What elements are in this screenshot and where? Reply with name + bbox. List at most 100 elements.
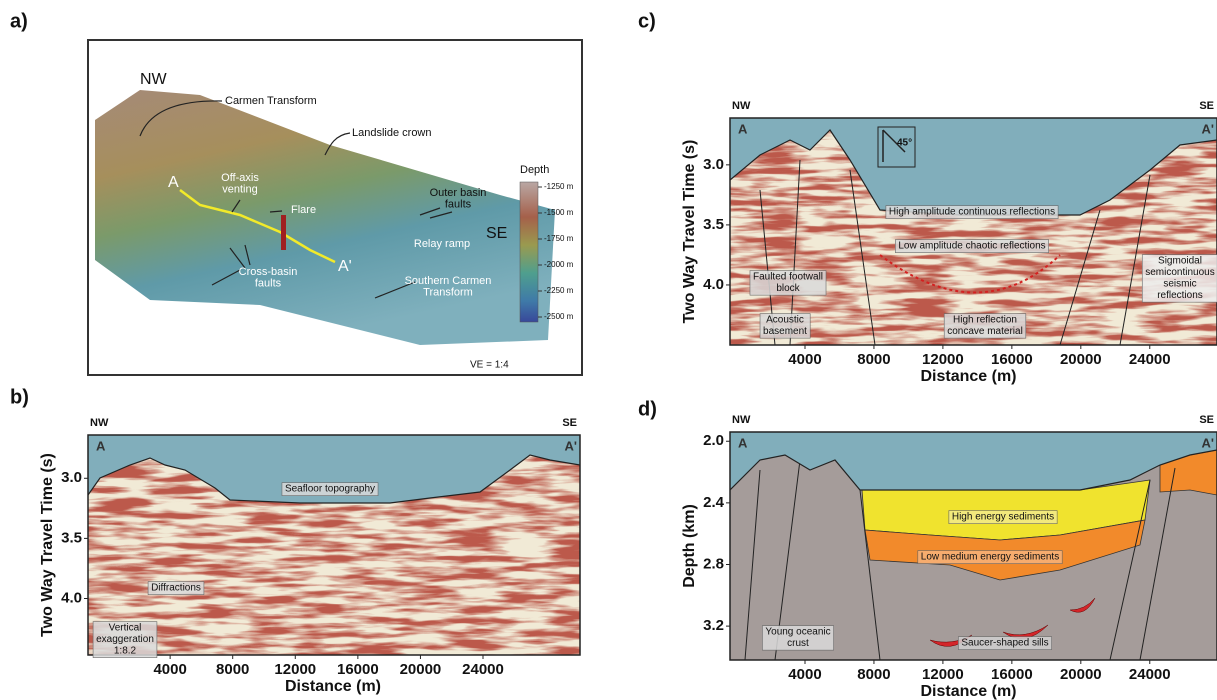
annotation: Young oceanic <box>765 627 830 638</box>
y-tick-label: 4.0 <box>61 589 82 606</box>
annotation: Transform <box>423 286 473 298</box>
y-tick-label: 2.0 <box>703 432 724 449</box>
annotation: Vertical <box>109 623 142 634</box>
section-end: A' <box>1202 121 1214 136</box>
dip-arrow <box>882 129 906 153</box>
label-box <box>762 625 834 651</box>
annotation: Flare <box>291 204 316 216</box>
colorbar-label: -1250 m <box>544 182 574 191</box>
water <box>88 435 580 503</box>
label-box <box>917 550 1063 564</box>
section-end: A' <box>338 258 352 275</box>
x-tick-label: 24000 <box>462 661 504 678</box>
flare <box>281 215 286 250</box>
y-axis-title: Two Way Travel Time (s) <box>681 140 698 324</box>
annotation: reflections <box>1157 290 1203 301</box>
label-box <box>147 581 205 595</box>
profile <box>730 118 1217 345</box>
annotation: Low medium energy sediments <box>921 552 1059 563</box>
fault <box>849 169 876 345</box>
y-tick-label: 3.2 <box>703 617 724 634</box>
section-end: A <box>168 174 179 191</box>
colorbar-label: -2500 m <box>544 312 574 321</box>
y-tick-label: 3.0 <box>61 469 82 486</box>
colorbar <box>519 181 539 323</box>
annotation: 1:8.2 <box>114 646 137 657</box>
x-tick-label: 24000 <box>1129 666 1171 683</box>
annotation: Saucer-shaped sills <box>961 638 1048 649</box>
annotation: Sigmoidal <box>1158 256 1202 267</box>
water <box>730 118 1217 215</box>
annotation: basement <box>763 326 807 337</box>
profile <box>730 432 1217 660</box>
colorbar-label: -2000 m <box>544 260 574 269</box>
annotation: Diffractions <box>151 583 201 594</box>
profile <box>88 435 580 655</box>
annotation: High amplitude continuous reflections <box>889 207 1055 218</box>
annotation: Seafloor topography <box>285 484 375 495</box>
section-end: A' <box>1202 435 1214 450</box>
dip-box <box>877 126 916 168</box>
x-tick-label: 16000 <box>991 666 1033 683</box>
label-box <box>92 621 158 658</box>
annotation: faults <box>445 198 472 210</box>
colorbar-label: -2250 m <box>544 286 574 295</box>
y-tick-label: 3.0 <box>703 156 724 173</box>
y-axis-title: Two Way Travel Time (s) <box>39 453 56 637</box>
label-box <box>958 636 1052 650</box>
x-tick-label: 12000 <box>274 661 316 678</box>
y-tick-label: 3.5 <box>703 216 724 233</box>
label-box <box>759 313 811 339</box>
annotation: Southern Carmen <box>405 275 492 287</box>
x-axis-title: Distance (m) <box>285 678 381 695</box>
fault <box>1059 209 1101 345</box>
compass-label: NW <box>140 71 168 88</box>
y-axis-title: Depth (km) <box>681 504 698 588</box>
panel-label: d) <box>638 398 657 420</box>
annotation: Low amplitude chaotic reflections <box>898 241 1045 252</box>
label-box <box>1141 254 1217 303</box>
x-tick-label: 8000 <box>216 661 249 678</box>
legend-title: Depth <box>520 164 549 176</box>
annotation: High reflection <box>953 315 1017 326</box>
label-box <box>948 510 1058 524</box>
plot-frame <box>87 434 581 656</box>
x-tick-label: 16000 <box>991 351 1033 368</box>
x-axis-title: Distance (m) <box>920 368 1016 385</box>
compass-label: NW <box>90 417 109 429</box>
seafloor <box>730 129 1217 216</box>
label-box <box>885 205 1059 219</box>
x-tick-label: 4000 <box>788 666 821 683</box>
annotation: Outer basin <box>430 187 487 199</box>
section-end: A <box>96 438 106 453</box>
annotation: Landslide crown <box>352 127 432 139</box>
profile-line <box>179 189 336 264</box>
arrows <box>139 100 453 299</box>
x-tick-label: 4000 <box>788 351 821 368</box>
y-tick-label: 4.0 <box>703 276 724 293</box>
y-tick-label: 2.8 <box>703 555 724 572</box>
fault <box>1119 174 1151 345</box>
label-box <box>943 313 1027 339</box>
compass-label: SE <box>1199 100 1214 112</box>
x-tick-label: 20000 <box>1060 351 1102 368</box>
y-tick-label: 2.4 <box>703 494 725 511</box>
annotation: Carmen Transform <box>225 95 317 107</box>
sill <box>929 634 973 647</box>
vertical-exaggeration: VE = 1:4 <box>470 360 509 371</box>
annotation: semicontinuous <box>1145 267 1214 278</box>
annotation: exaggeration <box>96 634 154 645</box>
x-tick-label: 16000 <box>337 661 379 678</box>
annotation: Faulted footwall <box>753 272 823 283</box>
section-end: A <box>738 121 748 136</box>
label-box <box>749 270 827 296</box>
annotation: seismic <box>1163 279 1196 290</box>
x-axis-title: Distance (m) <box>920 683 1016 700</box>
annotation: Acoustic <box>766 315 804 326</box>
colorbar-label: -1750 m <box>544 234 574 243</box>
fault <box>1109 479 1151 660</box>
bathymetry <box>95 90 555 345</box>
panel-label: c) <box>638 10 656 32</box>
fault <box>859 489 881 660</box>
